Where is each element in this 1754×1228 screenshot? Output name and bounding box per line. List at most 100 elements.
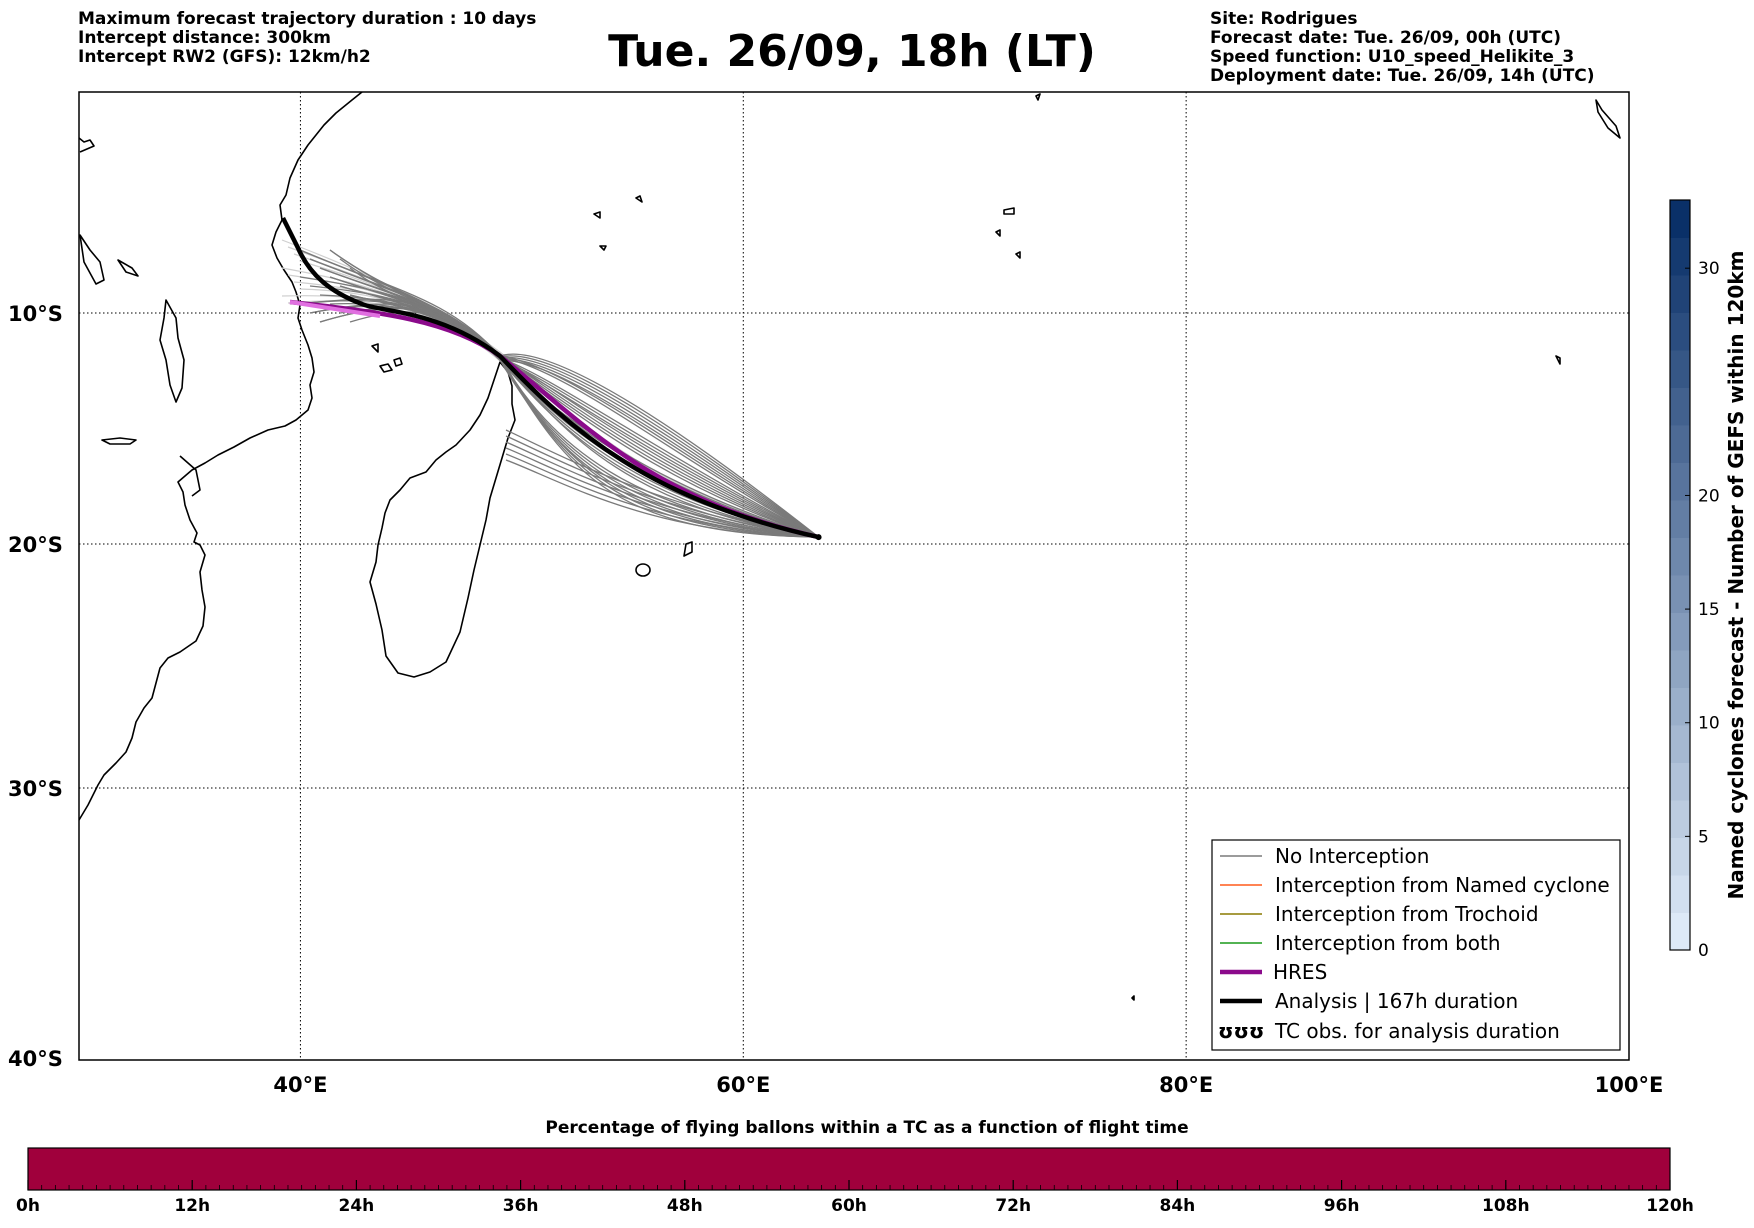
ensemble-member-no-interception — [329, 276, 819, 538]
colorbar-right-step — [1670, 612, 1690, 651]
colorbar-right-tick-label: 15 — [1698, 600, 1720, 620]
island-comoros-1 — [379, 363, 393, 373]
colorbar-right-tick-label: 20 — [1698, 486, 1720, 506]
colorbar-right-step — [1670, 800, 1690, 838]
lon-tick-label: 40°E — [273, 1073, 327, 1097]
lake-outline — [101, 437, 137, 445]
colorbar-right-steps — [1670, 200, 1690, 951]
lon-tick-label: 100°E — [1595, 1073, 1664, 1097]
legend-label-both: Interception from both — [1275, 931, 1501, 955]
lat-tick-label: 20°S — [8, 533, 63, 557]
colorbar-right-step — [1670, 425, 1690, 463]
colorbar-bottom: Percentage of flying ballons within a TC… — [16, 1118, 1694, 1216]
colorbar-bottom-tick-label: 72h — [995, 1196, 1031, 1216]
analysis-trajectory — [280, 216, 820, 540]
longitude-tick-labels: 40°E 60°E 80°E 100°E — [273, 1073, 1663, 1097]
ensemble-member-no-interception — [505, 435, 819, 538]
small-islets — [593, 93, 1621, 1001]
legend-label-no-interception: No Interception — [1275, 844, 1429, 868]
colorbar-right-step — [1670, 650, 1690, 688]
coastlines — [79, 92, 1621, 1001]
header-left-line-1: Maximum forecast trajectory duration : 1… — [78, 9, 536, 29]
colorbar-right-ticks: 0 5 10 15 20 30 — [1685, 259, 1720, 961]
island-mauritius — [683, 541, 693, 557]
colorbar-bottom-tick-label: 120h — [1646, 1196, 1694, 1216]
header-right-line-3: Speed function: U10_speed_Helikite_3 — [1210, 47, 1574, 67]
colorbar-right-step — [1670, 762, 1690, 801]
colorbar-right-tick-label: 30 — [1698, 259, 1720, 279]
colorbar-right-step — [1670, 837, 1690, 876]
colorbar-bottom-title: Percentage of flying ballons within a TC… — [545, 1118, 1188, 1138]
header-right-line-4: Deployment date: Tue. 26/09, 14h (UTC) — [1210, 66, 1595, 86]
lake-malawi — [159, 299, 185, 403]
legend-tc-symbol: ʊʊʊ — [1218, 1019, 1264, 1043]
colorbar-bottom-tick-label: 48h — [667, 1196, 703, 1216]
colorbar-bottom-tick-labels: 0h 12h 24h 36h 48h 60h 72h 84h 96h 108h 120h — [16, 1180, 1694, 1216]
colorbar-right-step — [1670, 387, 1690, 426]
legend-label-hres: HRES — [1273, 960, 1327, 984]
hres-trajectory-tail — [289, 300, 381, 318]
ensemble-member-no-interception — [309, 258, 819, 538]
legend: No Interception Interception from Named … — [1211, 839, 1621, 1051]
colorbar-right-step — [1670, 575, 1690, 613]
legend-label-trochoid: Interception from Trochoid — [1275, 902, 1539, 926]
lon-tick-label: 80°E — [1159, 1073, 1213, 1097]
ensemble-member-no-interception — [505, 429, 819, 538]
lat-tick-label: 40°S — [8, 1047, 63, 1071]
header-left: Maximum forecast trajectory duration : 1… — [78, 9, 536, 67]
colorbar-bottom-tick-label: 0h — [16, 1196, 40, 1216]
header-left-line-2: Intercept distance: 300km — [78, 28, 331, 48]
island-comoros-2 — [393, 357, 403, 367]
header-left-line-3: Intercept RW2 (GFS): 12km/h2 — [78, 47, 371, 67]
colorbar-right: 0 5 10 15 20 30 Named cyclones forecast - Num… — [1669, 199, 1748, 961]
figure-title: Tue. 26/09, 18h (LT) — [608, 26, 1096, 77]
colorbar-bottom-tick-label: 108h — [1482, 1196, 1530, 1216]
colorbar-bottom-tick-label: 12h — [174, 1196, 210, 1216]
colorbar-right-step — [1670, 350, 1690, 388]
legend-label-named-cyclone: Interception from Named cyclone — [1275, 873, 1610, 897]
coast-lake-1 — [79, 234, 105, 285]
colorbar-right-step — [1670, 462, 1690, 501]
ensemble-member-no-interception — [319, 267, 819, 538]
colorbar-bottom-tick-label: 24h — [339, 1196, 375, 1216]
header-right-line-1: Site: Rodrigues — [1210, 9, 1358, 29]
colorbar-right-step — [1670, 912, 1690, 951]
ensemble-member-no-interception — [309, 258, 819, 538]
legend-label-analysis: Analysis | 167h duration — [1275, 989, 1518, 1013]
colorbar-right-step — [1670, 537, 1690, 576]
colorbar-right-step — [1670, 500, 1690, 538]
latitude-tick-labels: 10°S 20°S 30°S 40°S — [8, 302, 63, 1071]
lat-tick-label: 30°S — [8, 777, 63, 801]
legend-box — [1211, 839, 1621, 1051]
island-reunion — [635, 563, 651, 577]
colorbar-right-step — [1670, 312, 1690, 351]
ensemble-member-no-interception — [505, 441, 819, 538]
header-right: Site: Rodrigues Forecast date: Tue. 26/0… — [1210, 9, 1595, 86]
legend-label-tc-obs: TC obs. for analysis duration — [1274, 1019, 1560, 1043]
colorbar-right-tick-label: 5 — [1698, 827, 1709, 847]
colorbar-right-tick-label: 0 — [1698, 941, 1709, 961]
ensemble-member-no-interception — [505, 453, 819, 538]
launch-site-marker — [815, 534, 822, 541]
coastline-horn — [79, 137, 95, 153]
colorbar-right-frame — [1669, 199, 1691, 951]
coastline-madagascar — [369, 361, 516, 678]
lat-tick-label: 10°S — [8, 302, 63, 326]
coast-inlet — [179, 455, 201, 497]
colorbar-right-label: Named cyclones forecast - Number of GEFS… — [1724, 251, 1748, 900]
colorbar-bottom-tick-label: 60h — [831, 1196, 867, 1216]
colorbar-bottom-tick-label: 36h — [503, 1196, 539, 1216]
colorbar-bottom-tick-label: 96h — [1324, 1196, 1360, 1216]
map-frame — [78, 91, 1630, 1061]
colorbar-right-step — [1670, 237, 1690, 276]
colorbar-right-step — [1670, 725, 1690, 763]
colorbar-right-step — [1670, 875, 1690, 913]
island-zanzibar — [117, 259, 139, 277]
colorbar-right-tick-label: 10 — [1698, 714, 1720, 734]
ensemble-member-no-interception — [505, 459, 819, 538]
header-right-line-2: Forecast date: Tue. 26/09, 00h (UTC) — [1210, 28, 1561, 48]
colorbar-right-step — [1670, 275, 1690, 313]
island-comoros-3 — [371, 343, 379, 353]
